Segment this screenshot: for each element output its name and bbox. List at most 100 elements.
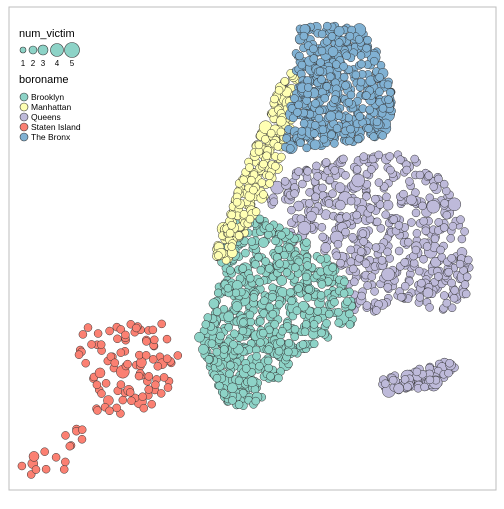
incident-point — [78, 330, 88, 339]
incident-point — [328, 189, 337, 198]
incident-point — [456, 215, 465, 224]
incident-point — [309, 54, 319, 63]
incident-point — [142, 337, 151, 346]
incident-point — [374, 150, 383, 160]
incident-point — [227, 242, 236, 251]
incident-point — [384, 95, 393, 104]
incident-point — [314, 113, 324, 123]
incident-point — [339, 72, 349, 82]
legend-borough-label: Queens — [31, 112, 61, 122]
incident-points-layer — [17, 21, 474, 479]
incident-point — [362, 192, 371, 201]
incident-point — [223, 311, 234, 322]
incident-point — [399, 189, 408, 199]
legend-borough-label: Manhattan — [31, 102, 71, 112]
incident-point — [322, 82, 332, 91]
incident-point — [204, 355, 214, 364]
incident-point — [252, 352, 261, 361]
incident-point — [317, 46, 327, 56]
incident-point — [265, 171, 274, 181]
incident-point — [144, 372, 154, 381]
incident-point — [334, 38, 344, 47]
incident-point — [241, 248, 250, 258]
incident-point — [134, 371, 144, 381]
incident-point — [311, 99, 320, 108]
incident-point — [371, 194, 380, 204]
incident-point — [321, 158, 331, 167]
legend-borough-swatch — [19, 112, 29, 122]
incident-point — [325, 175, 335, 185]
legend-size-swatch — [19, 46, 27, 54]
incident-point — [334, 111, 344, 121]
incident-point — [293, 200, 304, 212]
incident-point — [369, 132, 378, 141]
incident-point — [317, 280, 327, 289]
incident-point — [345, 136, 354, 146]
incident-point — [141, 351, 151, 360]
incident-point — [419, 216, 428, 226]
incident-point — [194, 331, 205, 343]
incident-point — [346, 245, 355, 255]
incident-point — [292, 306, 302, 315]
incident-point — [425, 303, 434, 312]
incident-point — [93, 406, 102, 415]
incident-point — [339, 289, 349, 298]
incident-point — [294, 167, 303, 176]
incident-point — [330, 95, 340, 104]
incident-point — [297, 221, 312, 235]
incident-point — [255, 277, 264, 287]
incident-point — [327, 130, 336, 139]
incident-point — [319, 134, 329, 144]
incident-point — [362, 43, 371, 53]
incident-point — [263, 356, 273, 366]
incident-point — [434, 174, 443, 184]
incident-point — [356, 51, 366, 60]
incident-point — [334, 307, 343, 317]
incident-point — [327, 32, 337, 41]
incident-point — [400, 281, 410, 291]
incident-point — [409, 258, 419, 268]
incident-point — [365, 105, 374, 114]
incident-point — [317, 223, 327, 232]
incident-point — [436, 245, 445, 255]
incident-point — [385, 152, 394, 161]
incident-point — [412, 367, 422, 377]
incident-point — [268, 309, 278, 319]
incident-point — [226, 360, 235, 370]
incident-point — [148, 355, 158, 364]
incident-point — [375, 73, 384, 82]
incident-point — [407, 218, 416, 227]
incident-point — [306, 211, 317, 222]
incident-point — [424, 171, 434, 180]
incident-point — [227, 221, 236, 230]
incident-point — [325, 110, 337, 122]
incident-point — [364, 124, 373, 133]
incident-point — [276, 127, 286, 137]
incident-point — [61, 431, 70, 440]
incident-point — [212, 373, 222, 383]
legend-borough-label: Brooklyn — [31, 92, 64, 102]
incident-point — [449, 293, 459, 303]
incident-point — [61, 457, 70, 467]
incident-point — [320, 93, 330, 103]
incident-point — [333, 26, 345, 37]
incident-point — [258, 237, 269, 248]
incident-point — [290, 189, 299, 198]
incident-point — [362, 301, 372, 310]
incident-point — [219, 345, 229, 354]
incident-point — [354, 35, 364, 44]
incident-point — [434, 272, 443, 281]
incident-point — [359, 152, 368, 161]
incident-point — [394, 221, 404, 230]
incident-point — [212, 307, 222, 316]
incident-point — [382, 192, 391, 202]
incident-point — [447, 278, 456, 288]
incident-point — [162, 354, 172, 363]
incident-point — [381, 210, 390, 219]
incident-point — [230, 329, 239, 339]
incident-point — [113, 334, 122, 344]
incident-point — [151, 380, 160, 390]
incident-point — [402, 165, 411, 175]
